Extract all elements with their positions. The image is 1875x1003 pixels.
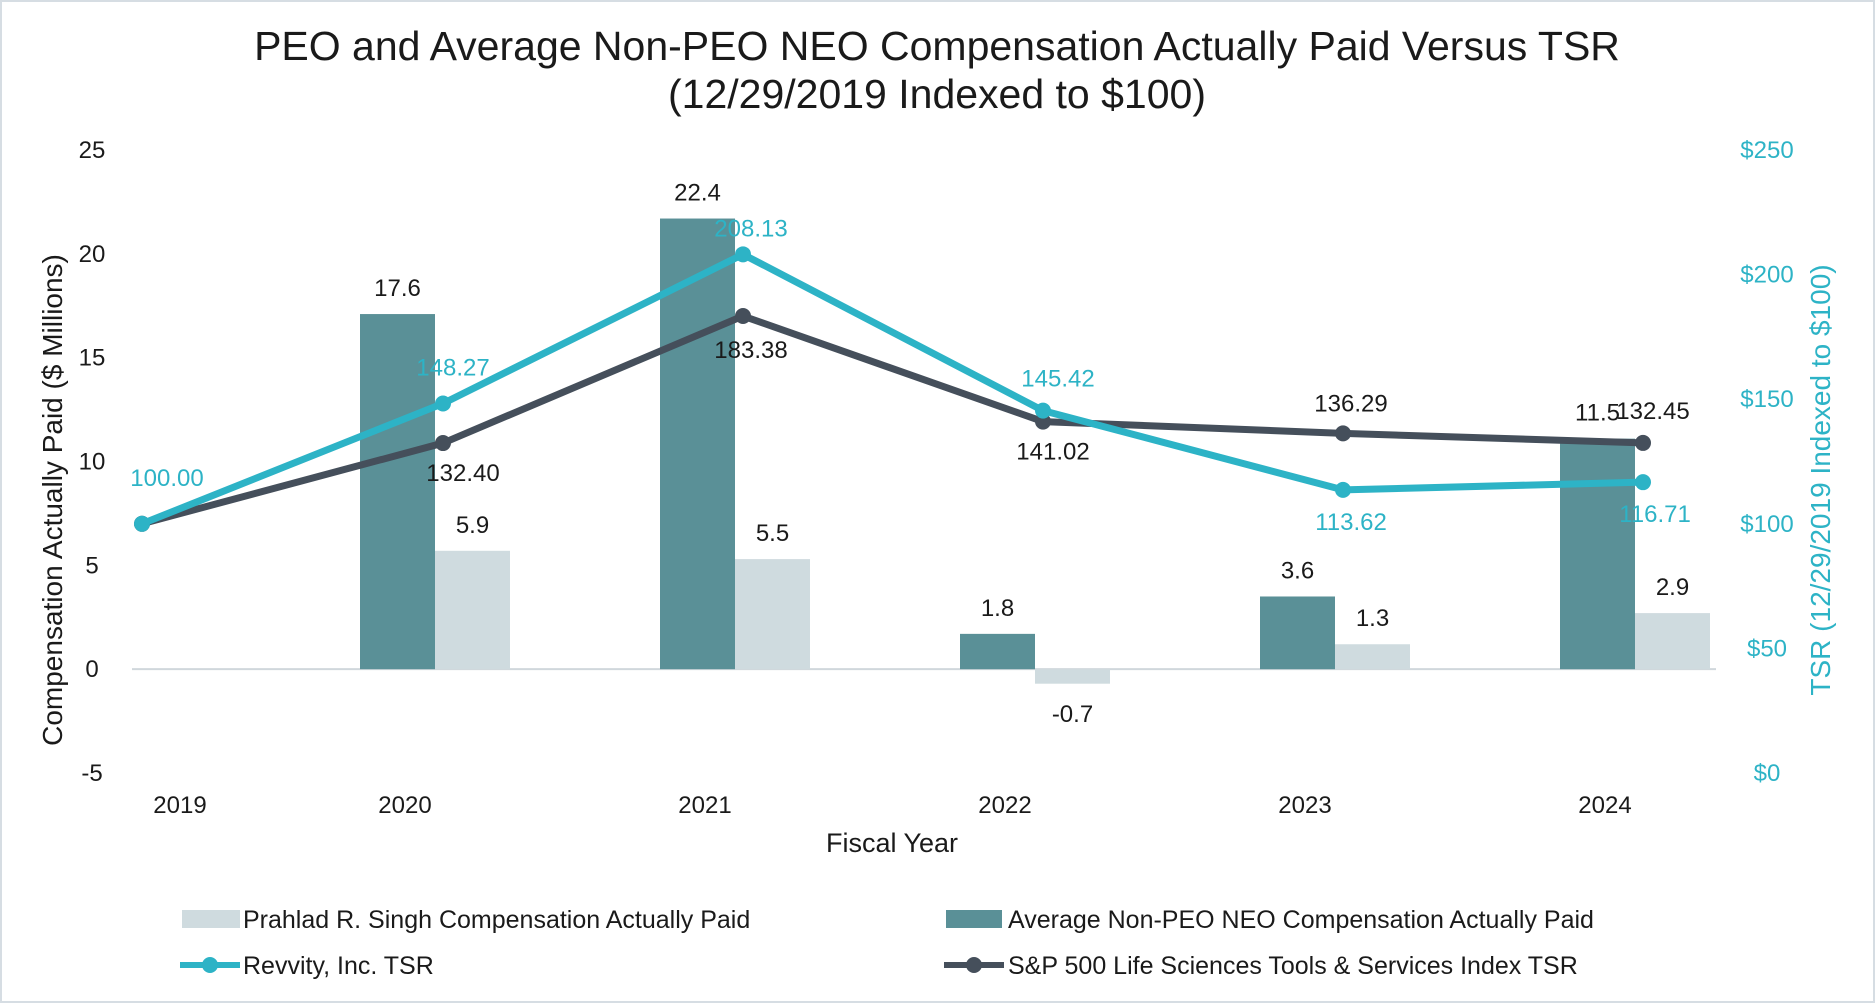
bar-non-peo	[960, 633, 1035, 670]
line-label-revvity: 116.71	[1619, 501, 1691, 528]
bar-non-peo	[360, 314, 435, 670]
bar-peo	[1635, 613, 1710, 670]
left-axis-ticks: 25 20 15 10 5 0 -5	[79, 137, 106, 787]
bar-label-non-peo: 3.6	[1281, 557, 1314, 584]
marker-revvity-tsr	[1635, 474, 1651, 491]
bar-peo	[1335, 644, 1410, 670]
bar-label-peo: 5.9	[456, 512, 489, 539]
bar-label-peo: 5.5	[756, 520, 789, 547]
bar-non-peo	[1260, 596, 1335, 670]
line-label-sp500: 132.45	[1616, 398, 1689, 425]
bar-label-non-peo: 22.4	[674, 180, 721, 207]
bar-label-non-peo: 11.5	[1575, 400, 1620, 427]
line-label-sp500: 132.40	[426, 460, 499, 487]
left-tick-label: 10	[79, 449, 106, 476]
line-label-revvity: 148.27	[416, 355, 489, 382]
x-tick-label: 2023	[1278, 792, 1331, 819]
line-label-revvity: 100.00	[130, 465, 203, 492]
marker-sp500-tsr	[435, 435, 451, 452]
bar-peo	[435, 550, 510, 670]
line-label-sp500: 136.29	[1314, 390, 1387, 417]
left-tick-label: 20	[79, 241, 106, 268]
bar-label-non-peo: 1.8	[981, 595, 1014, 622]
y-axis-title-right: TSR (12/29/2019 Indexed to $100)	[1805, 264, 1836, 695]
data-labels-group: 17.6 22.4 1.8 3.6 11.5 5.9 5.5 -0.7 1.3 2.9 100.00…	[130, 180, 1691, 729]
line-label-sp500: 141.02	[1016, 439, 1089, 466]
chart-title-line1: PEO and Average Non-PEO NEO Compensation…	[254, 23, 1620, 69]
x-tick-label: 2019	[153, 792, 206, 819]
left-tick-label: 15	[79, 345, 106, 372]
marker-revvity-tsr	[1335, 481, 1351, 498]
line-label-revvity: 208.13	[714, 215, 787, 242]
line-label-sp500: 183.38	[714, 337, 787, 364]
line-label-revvity: 145.42	[1021, 366, 1094, 393]
left-tick-label: -5	[81, 760, 102, 787]
bar-peo	[1035, 669, 1110, 684]
legend-label-peo: Prahlad R. Singh Compensation Actually P…	[243, 906, 750, 934]
marker-sp500-tsr	[735, 308, 751, 325]
marker-sp500-tsr	[1335, 425, 1351, 442]
bar-peo	[735, 559, 810, 670]
x-tick-label: 2021	[678, 792, 731, 819]
bar-label-peo: 1.3	[1356, 605, 1389, 632]
bars-group	[360, 218, 1710, 684]
line-label-revvity: 113.62	[1315, 509, 1387, 536]
legend-label-non-peo: Average Non-PEO NEO Compensation Actuall…	[1008, 906, 1594, 934]
legend-swatch-non-peo	[946, 910, 1002, 928]
lines-group	[134, 246, 1651, 532]
right-tick-label: $150	[1740, 386, 1793, 413]
bar-non-peo	[1560, 438, 1635, 670]
bar-label-peo: 2.9	[1656, 574, 1689, 601]
right-axis-ticks: $250 $200 $150 $100 $50 $0	[1740, 137, 1793, 787]
x-axis-title: Fiscal Year	[826, 828, 958, 858]
chart-title-line2: (12/29/2019 Indexed to $100)	[668, 71, 1206, 117]
marker-revvity-tsr	[735, 246, 751, 263]
bar-label-non-peo: 17.6	[374, 275, 421, 302]
right-tick-label: $50	[1747, 635, 1787, 662]
x-tick-label: 2022	[978, 792, 1031, 819]
right-tick-label: $200	[1740, 262, 1793, 289]
marker-revvity-tsr	[435, 395, 451, 412]
left-tick-label: 0	[85, 656, 98, 683]
left-tick-label: 25	[79, 137, 106, 164]
x-tick-label: 2024	[1578, 792, 1631, 819]
legend-marker-revvity	[202, 957, 218, 973]
legend-label-sp500: S&P 500 Life Sciences Tools & Services I…	[1008, 952, 1578, 980]
right-tick-label: $0	[1754, 760, 1781, 787]
line-sp500-tsr	[138, 312, 1647, 528]
legend-label-revvity: Revvity, Inc. TSR	[243, 952, 434, 980]
marker-sp500-tsr	[1635, 434, 1651, 451]
right-tick-label: $100	[1740, 511, 1793, 538]
right-tick-label: $250	[1740, 137, 1793, 164]
x-tick-label: 2020	[378, 792, 431, 819]
marker-revvity-tsr	[1035, 402, 1051, 419]
marker-sp500-tsr	[1035, 413, 1051, 430]
bar-label-peo: -0.7	[1052, 701, 1093, 728]
y-axis-title-left: Compensation Actually Paid ($ Millions)	[37, 254, 68, 746]
marker-revvity-tsr	[134, 515, 150, 532]
x-axis-ticks: 2019 2020 2021 2022 2023 2024	[153, 792, 1631, 819]
legend-marker-sp500	[966, 957, 982, 973]
legend-swatch-peo	[182, 910, 240, 928]
line-revvity-tsr	[138, 250, 1647, 528]
bar-non-peo	[660, 218, 735, 670]
legend: Prahlad R. Singh Compensation Actually P…	[180, 906, 1594, 980]
left-tick-label: 5	[85, 552, 98, 579]
